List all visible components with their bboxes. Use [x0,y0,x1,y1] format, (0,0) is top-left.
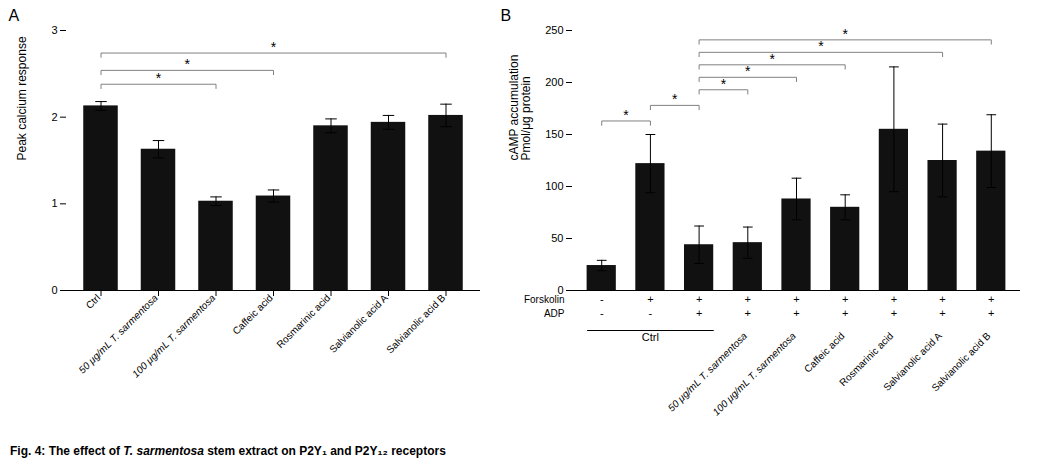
svg-text:+: + [891,293,897,305]
svg-text:0: 0 [557,284,564,296]
svg-text:*: * [745,63,751,79]
svg-text:100 μg/mL T. sarmentosa: 100 μg/mL T. sarmentosa [710,330,798,418]
svg-text:Ctrl: Ctrl [642,331,659,343]
svg-text:+: + [696,307,702,319]
svg-text:Forskolin: Forskolin [524,294,565,305]
svg-text:1: 1 [51,197,57,209]
svg-text:100: 100 [545,180,563,192]
svg-text:*: * [271,39,277,55]
svg-text:Salvianolic acid A: Salvianolic acid A [327,292,390,355]
svg-text:*: * [769,51,775,67]
svg-text:+: + [842,293,848,305]
svg-text:Caffeic acid: Caffeic acid [230,292,275,337]
svg-text:200: 200 [545,76,563,88]
svg-text:*: * [721,76,727,92]
svg-text:+: + [793,293,799,305]
svg-text:*: * [818,38,824,54]
svg-text:Salvianolic acid B: Salvianolic acid B [929,330,992,393]
svg-text:100 μg/mL T. sarmentosa: 100 μg/mL T. sarmentosa [130,292,218,380]
svg-text:+: + [647,293,653,305]
svg-text:Peak calcium response: Peak calcium response [15,36,29,160]
svg-text:Salvianolic acid B: Salvianolic acid B [384,292,447,355]
svg-text:Rosmarinic acid: Rosmarinic acid [274,292,332,350]
svg-text:+: + [891,307,897,319]
svg-text:2: 2 [51,111,57,123]
svg-text:50: 50 [551,232,563,244]
svg-text:A: A [9,7,20,24]
svg-text:*: * [156,70,162,86]
svg-text:Salvianolic acid A: Salvianolic acid A [881,330,944,393]
html-text:Fig. 4: The effect of T. sarme: Fig. 4: The effect of T. sarmentosa stem… [10,444,446,458]
svg-text:+: + [939,307,945,319]
svg-text:+: + [842,307,848,319]
svg-text:Rosmarinic acid: Rosmarinic acid [837,330,896,389]
svg-text:250: 250 [545,24,563,36]
svg-text:cAMP accumulationPmol/μg prote: cAMP accumulationPmol/μg protein [507,55,533,161]
svg-text:*: * [842,26,848,42]
svg-text:B: B [501,7,512,24]
svg-text:*: * [185,56,191,72]
svg-text:-: - [600,307,604,319]
svg-text:0: 0 [51,284,57,296]
svg-text:150: 150 [545,128,563,140]
svg-text:*: * [623,107,629,123]
svg-text:+: + [793,307,799,319]
svg-text:Caffeic acid: Caffeic acid [802,330,847,375]
svg-text:-: - [600,293,604,305]
svg-text:50 μg/mL T. sarmentosa: 50 μg/mL T. sarmentosa [666,330,750,414]
svg-text:50 μg/mL T. sarmentosa: 50 μg/mL T. sarmentosa [76,292,160,376]
svg-text:+: + [696,293,702,305]
svg-text:+: + [745,293,751,305]
svg-text:Ctrl: Ctrl [84,292,103,311]
svg-text:*: * [672,91,678,107]
svg-text:+: + [745,307,751,319]
svg-text:3: 3 [51,24,57,36]
svg-text:+: + [988,307,994,319]
svg-text:-: - [649,307,653,319]
svg-text:ADP: ADP [544,308,565,319]
svg-text:+: + [988,293,994,305]
svg-text:+: + [939,293,945,305]
